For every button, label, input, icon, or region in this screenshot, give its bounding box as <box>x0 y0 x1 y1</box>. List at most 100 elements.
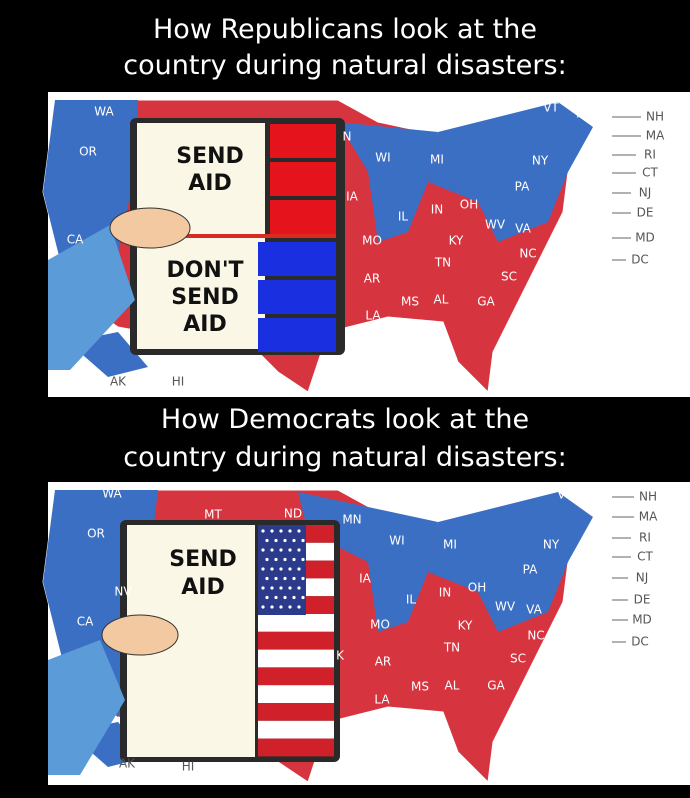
state-label: SC <box>501 270 517 284</box>
state-label: ME <box>576 107 594 121</box>
state-label: AR <box>375 655 392 669</box>
flag-star <box>265 538 269 543</box>
blue-tab <box>258 280 336 314</box>
flag-star <box>288 605 292 609</box>
flag-stripe <box>258 720 334 739</box>
flag-star <box>297 567 301 571</box>
flag-star <box>283 576 287 581</box>
state-label: WI <box>375 151 390 165</box>
state-label: GA <box>487 679 505 693</box>
state-label: PA <box>523 563 538 577</box>
red-tab <box>270 200 336 234</box>
state-label: NC <box>519 247 536 261</box>
state-label: WA <box>102 487 122 501</box>
flag-star <box>297 586 301 590</box>
state-label: AK <box>119 757 136 771</box>
caption: country during natural disasters: <box>123 50 566 81</box>
flag-star <box>297 605 301 609</box>
flag-star <box>270 605 274 609</box>
state-label: NH <box>646 110 664 124</box>
state-label: MI <box>443 538 457 552</box>
state-label: WV <box>485 218 506 232</box>
blue-states <box>428 102 593 242</box>
state-label: IA <box>346 190 359 204</box>
flag-star <box>274 557 278 562</box>
state-label: WA <box>94 105 114 119</box>
state-label: NY <box>543 538 560 552</box>
state-label: KY <box>458 619 473 633</box>
book-text: SEND <box>169 547 237 572</box>
flag-star <box>283 557 287 562</box>
state-label: AL <box>434 293 449 307</box>
state-label: WV <box>495 600 516 614</box>
state-label: KY <box>449 234 464 248</box>
flag-star <box>274 538 278 543</box>
flag-star <box>301 538 305 543</box>
state-label: ND <box>284 507 302 521</box>
book-text: DON'T <box>166 258 243 283</box>
flag-star <box>292 576 296 581</box>
state-label: TN <box>434 256 451 270</box>
flag-star <box>274 595 278 600</box>
book-text: AID <box>183 312 226 337</box>
flag-star <box>288 567 292 571</box>
book-text: AID <box>188 171 231 196</box>
state-label: DE <box>634 593 651 607</box>
state-label: OH <box>468 581 486 595</box>
state-label: IN <box>439 586 452 600</box>
caption: country during natural disasters: <box>123 442 566 473</box>
flag-star <box>279 548 283 552</box>
sleeve <box>48 225 135 370</box>
state-label: MS <box>411 680 429 694</box>
state-label: AL <box>445 679 460 693</box>
state-label: DE <box>637 206 654 220</box>
state-label: IL <box>406 593 417 607</box>
flag-star <box>288 586 292 590</box>
state-label: AR <box>364 272 381 286</box>
flag-star <box>279 567 283 571</box>
state-label: MT <box>204 508 222 522</box>
book-text: AID <box>181 575 224 600</box>
state-label: MA <box>639 510 658 524</box>
flag-star <box>261 529 265 533</box>
state-label: VT <box>557 488 573 502</box>
state-label: AK <box>110 375 127 389</box>
state-label: LA <box>365 309 381 323</box>
flag-star <box>261 548 265 552</box>
state-label: MD <box>635 231 655 245</box>
sleeve <box>48 640 125 775</box>
state-label: VA <box>515 222 531 236</box>
state-label: VA <box>526 603 542 617</box>
flag-stripe <box>258 649 334 668</box>
flag-star <box>279 586 283 590</box>
flag-star <box>292 538 296 543</box>
state-label: MN <box>342 513 361 527</box>
flag-stripe <box>258 738 334 757</box>
caption: How Democrats look at the <box>161 404 529 435</box>
state-label: RI <box>639 531 651 545</box>
state-label: OR <box>79 145 97 159</box>
flag-star <box>297 529 301 533</box>
state-label: CT <box>642 166 658 180</box>
state-label: MO <box>370 618 390 632</box>
flag-star <box>292 595 296 600</box>
flag-star <box>270 529 274 533</box>
blue-tab <box>258 242 336 276</box>
blue-states <box>338 122 438 242</box>
flag-stripe <box>258 631 334 650</box>
flag-star <box>288 529 292 533</box>
flag-star <box>288 548 292 552</box>
caption: How Republicans look at the <box>153 14 537 45</box>
state-label: IL <box>398 210 409 224</box>
state-label: CA <box>77 615 94 629</box>
state-label: NV <box>114 585 132 599</box>
state-label: DC <box>631 253 649 267</box>
state-label: CT <box>637 550 653 564</box>
state-label: IN <box>431 203 444 217</box>
state-label: NH <box>639 490 657 504</box>
state-label: OH <box>460 198 478 212</box>
flag-star <box>265 576 269 581</box>
state-label: FL <box>514 350 528 364</box>
flag-star <box>270 548 274 552</box>
